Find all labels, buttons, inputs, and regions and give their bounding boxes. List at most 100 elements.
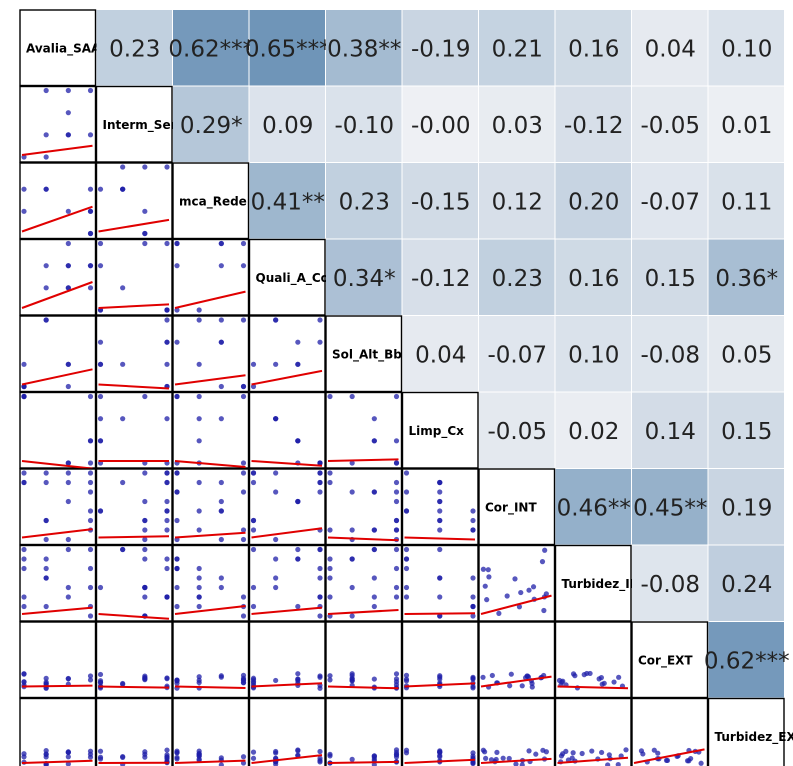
scatter-point: [97, 508, 104, 514]
scatter-cell-border: [478, 697, 556, 766]
matrix-cell-2-0: [19, 162, 97, 240]
diag-cell-border: [248, 238, 326, 316]
corr-value: -0.08: [640, 342, 700, 368]
fit-line: [480, 675, 552, 688]
corr-cell-bg: [555, 469, 631, 545]
scatter-point: [65, 536, 71, 543]
scatter-point: [496, 610, 502, 616]
corr-value: 0.15: [645, 266, 696, 292]
matrix-cell-1-3: 0.09: [249, 86, 325, 162]
matrix-cell-9-3: [248, 697, 326, 766]
scatter-point: [494, 749, 500, 755]
scatter-point: [65, 87, 71, 94]
corr-cell-bg: [708, 469, 784, 545]
scatter-point: [164, 307, 170, 313]
corr-cell-bg: [326, 239, 402, 315]
scatter-point: [403, 678, 410, 684]
scatter-point: [250, 546, 257, 553]
corr-cell-bg: [402, 239, 478, 315]
matrix-cell-5-7: 0.02: [555, 392, 631, 468]
variable-label: Avalia_SAA: [26, 41, 101, 56]
matrix-cell-1-9: 0.01: [708, 86, 784, 162]
scatter-point: [371, 754, 377, 760]
scatter-point: [470, 685, 476, 691]
matrix-cell-2-4: 0.23: [326, 163, 402, 239]
scatter-cell-border: [19, 468, 97, 546]
matrix-cell-5-1: [95, 391, 173, 469]
scatter-point: [218, 536, 224, 543]
corr-cell-bg: [632, 469, 708, 545]
scatter-point: [196, 565, 202, 572]
scatter-point: [87, 546, 94, 553]
matrix-cell-8-0: [19, 621, 97, 699]
scatter-point: [480, 566, 486, 572]
matrix-cell-4-6: -0.07: [479, 316, 555, 392]
scatter-point: [164, 508, 170, 514]
scatter-point: [196, 479, 202, 486]
scatter-point: [558, 753, 565, 759]
corr-cell-bg: [555, 163, 631, 239]
corr-value: -0.12: [564, 113, 624, 139]
scatter-point: [164, 164, 170, 170]
scatter-point: [508, 671, 514, 677]
scatter-point: [87, 489, 94, 495]
scatter-point: [97, 671, 104, 678]
matrix-cell-5-9: 0.15: [708, 392, 784, 468]
scatter-cell-border: [172, 621, 250, 699]
scatter-point: [142, 240, 148, 247]
scatter-point: [327, 479, 333, 486]
corr-cell-bg: [96, 10, 172, 86]
scatter-point: [393, 479, 400, 486]
scatter-point: [65, 584, 71, 591]
scatter-point: [437, 546, 443, 553]
corr-value: 0.29*: [180, 113, 243, 139]
matrix-cell-7-3: [248, 544, 326, 622]
scatter-point: [65, 132, 71, 138]
matrix-cell-3-6: 0.23: [479, 239, 555, 315]
corr-cell-bg: [402, 163, 478, 239]
scatter-point: [371, 416, 377, 422]
corr-value: -0.07: [640, 189, 700, 215]
scatter-point: [539, 559, 546, 565]
matrix-cell-6-2: [172, 468, 250, 546]
scatter-point: [317, 674, 323, 680]
scatter-point: [250, 749, 257, 755]
scatter-point: [196, 416, 202, 422]
scatter-point: [489, 672, 495, 679]
fit-line: [327, 536, 399, 542]
scatter-cell-border: [19, 238, 97, 316]
scatter-point: [317, 470, 323, 476]
scatter-point: [295, 361, 301, 367]
scatter-cell-border: [478, 621, 556, 699]
scatter-cell-border: [248, 391, 326, 469]
scatter-point: [43, 132, 49, 138]
scatter-cell-border: [172, 697, 250, 766]
scatter-point: [393, 393, 400, 400]
corr-value: 0.04: [415, 342, 466, 368]
scatter-point: [142, 393, 148, 400]
scatter-point: [250, 470, 257, 476]
scatter-point: [327, 677, 333, 683]
matrix-cell-3-5: -0.12: [402, 239, 478, 315]
scatter-point: [164, 527, 170, 533]
scatter-point: [317, 748, 323, 755]
matrix-cell-0-3: 0.65***: [245, 10, 331, 86]
scatter-point: [164, 747, 170, 753]
corr-cell-bg: [326, 163, 402, 239]
matrix-cell-3-4: 0.34*: [326, 239, 402, 315]
corr-value: 0.10: [568, 342, 619, 368]
scatter-point: [250, 603, 257, 610]
scatter-point: [174, 556, 180, 562]
scatter-point: [65, 240, 71, 247]
corr-value: 0.23: [492, 266, 543, 292]
scatter-point: [327, 470, 333, 476]
scatter-point: [655, 750, 661, 756]
scatter-point: [640, 751, 646, 757]
scatter-point: [317, 460, 323, 466]
scatter-cell-border: [95, 391, 173, 469]
corr-cell-bg: [555, 239, 631, 315]
scatter-point: [483, 755, 489, 762]
scatter-point: [403, 584, 410, 591]
scatter-cell-border: [554, 697, 632, 766]
variable-label: Cor_EXT: [638, 653, 693, 668]
